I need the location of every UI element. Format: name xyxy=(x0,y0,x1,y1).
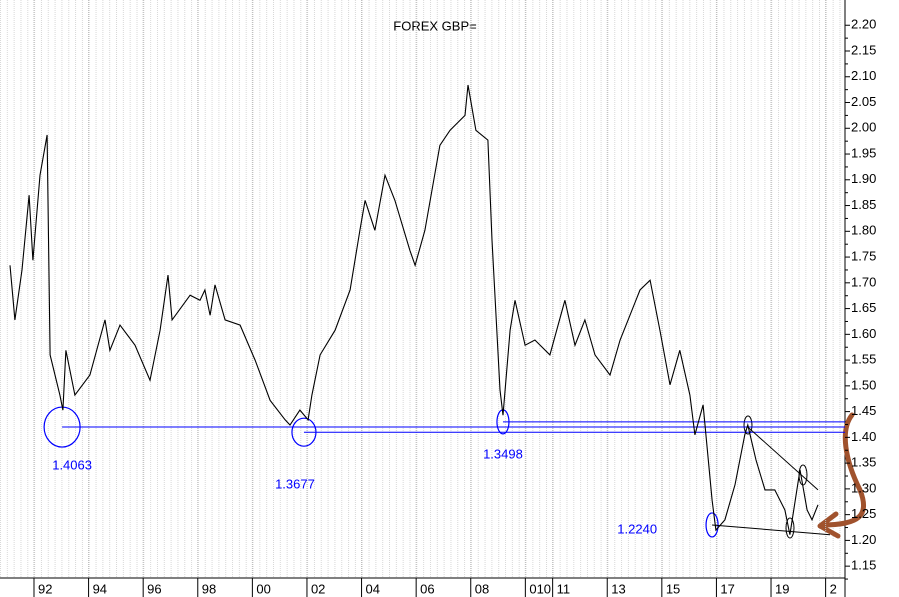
x-tick-label: 06 xyxy=(420,581,434,596)
y-tick-label: 1.85 xyxy=(851,197,876,212)
x-tick-label: 19 xyxy=(775,581,789,596)
y-tick-label: 1.80 xyxy=(851,223,876,238)
y-tick-label: 1.30 xyxy=(851,480,876,495)
y-tick-label: 1.60 xyxy=(851,326,876,341)
annotation-label: 1.4063 xyxy=(52,457,92,472)
x-tick-label: 00 xyxy=(256,581,270,596)
marker-ellipse xyxy=(743,415,753,435)
trend-line xyxy=(712,524,831,536)
y-tick-label: 1.70 xyxy=(851,274,876,289)
x-tick-label: 11 xyxy=(557,581,571,596)
x-tick-label: 92 xyxy=(38,581,52,596)
y-tick-label: 1.75 xyxy=(851,248,876,263)
x-tick-label: 02 xyxy=(311,581,325,596)
annotation-label: 1.3498 xyxy=(483,446,523,461)
y-tick-label: 1.55 xyxy=(851,352,876,367)
y-tick-label: 2.00 xyxy=(851,120,876,135)
minor-grid xyxy=(0,0,845,578)
y-tick-label: 2.20 xyxy=(851,17,876,32)
marker-ellipse xyxy=(785,517,795,539)
y-tick-label: 2.10 xyxy=(851,68,876,83)
x-tick-label: 010 xyxy=(529,581,551,596)
y-tick-label: 1.50 xyxy=(851,377,876,392)
y-tick-label: 1.25 xyxy=(851,506,876,521)
y-tick-label: 2.05 xyxy=(851,94,876,109)
x-tick-label: 98 xyxy=(202,581,216,596)
annotation-ellipse xyxy=(291,417,317,447)
annotation-label: 1.2240 xyxy=(617,521,657,536)
y-tick-label: 1.65 xyxy=(851,300,876,315)
x-tick-label: 15 xyxy=(666,581,680,596)
chart-title: FOREX GBP= xyxy=(393,18,476,33)
y-tick-label: 1.20 xyxy=(851,532,876,547)
curved-arrow xyxy=(819,412,867,528)
x-tick-label: 17 xyxy=(720,581,734,596)
y-tick-label: 1.40 xyxy=(851,429,876,444)
price-line xyxy=(9,84,819,535)
y-tick-label: 1.90 xyxy=(851,171,876,186)
y-tick-label: 1.15 xyxy=(851,558,876,573)
x-tick-label: 04 xyxy=(366,581,380,596)
x-tick-label: 96 xyxy=(147,581,161,596)
y-tick-label: 1.95 xyxy=(851,145,876,160)
x-tick-label: 13 xyxy=(611,581,625,596)
x-tick-label: 94 xyxy=(93,581,107,596)
x-tick-label: 08 xyxy=(475,581,489,596)
annotation-label: 1.3677 xyxy=(275,477,315,492)
y-tick-label: 1.35 xyxy=(851,455,876,470)
x-tick-label: 2 xyxy=(830,581,837,596)
y-tick-label: 1.45 xyxy=(851,403,876,418)
arrow-head xyxy=(817,511,841,539)
y-tick-label: 2.15 xyxy=(851,42,876,57)
trend-line xyxy=(747,426,819,491)
